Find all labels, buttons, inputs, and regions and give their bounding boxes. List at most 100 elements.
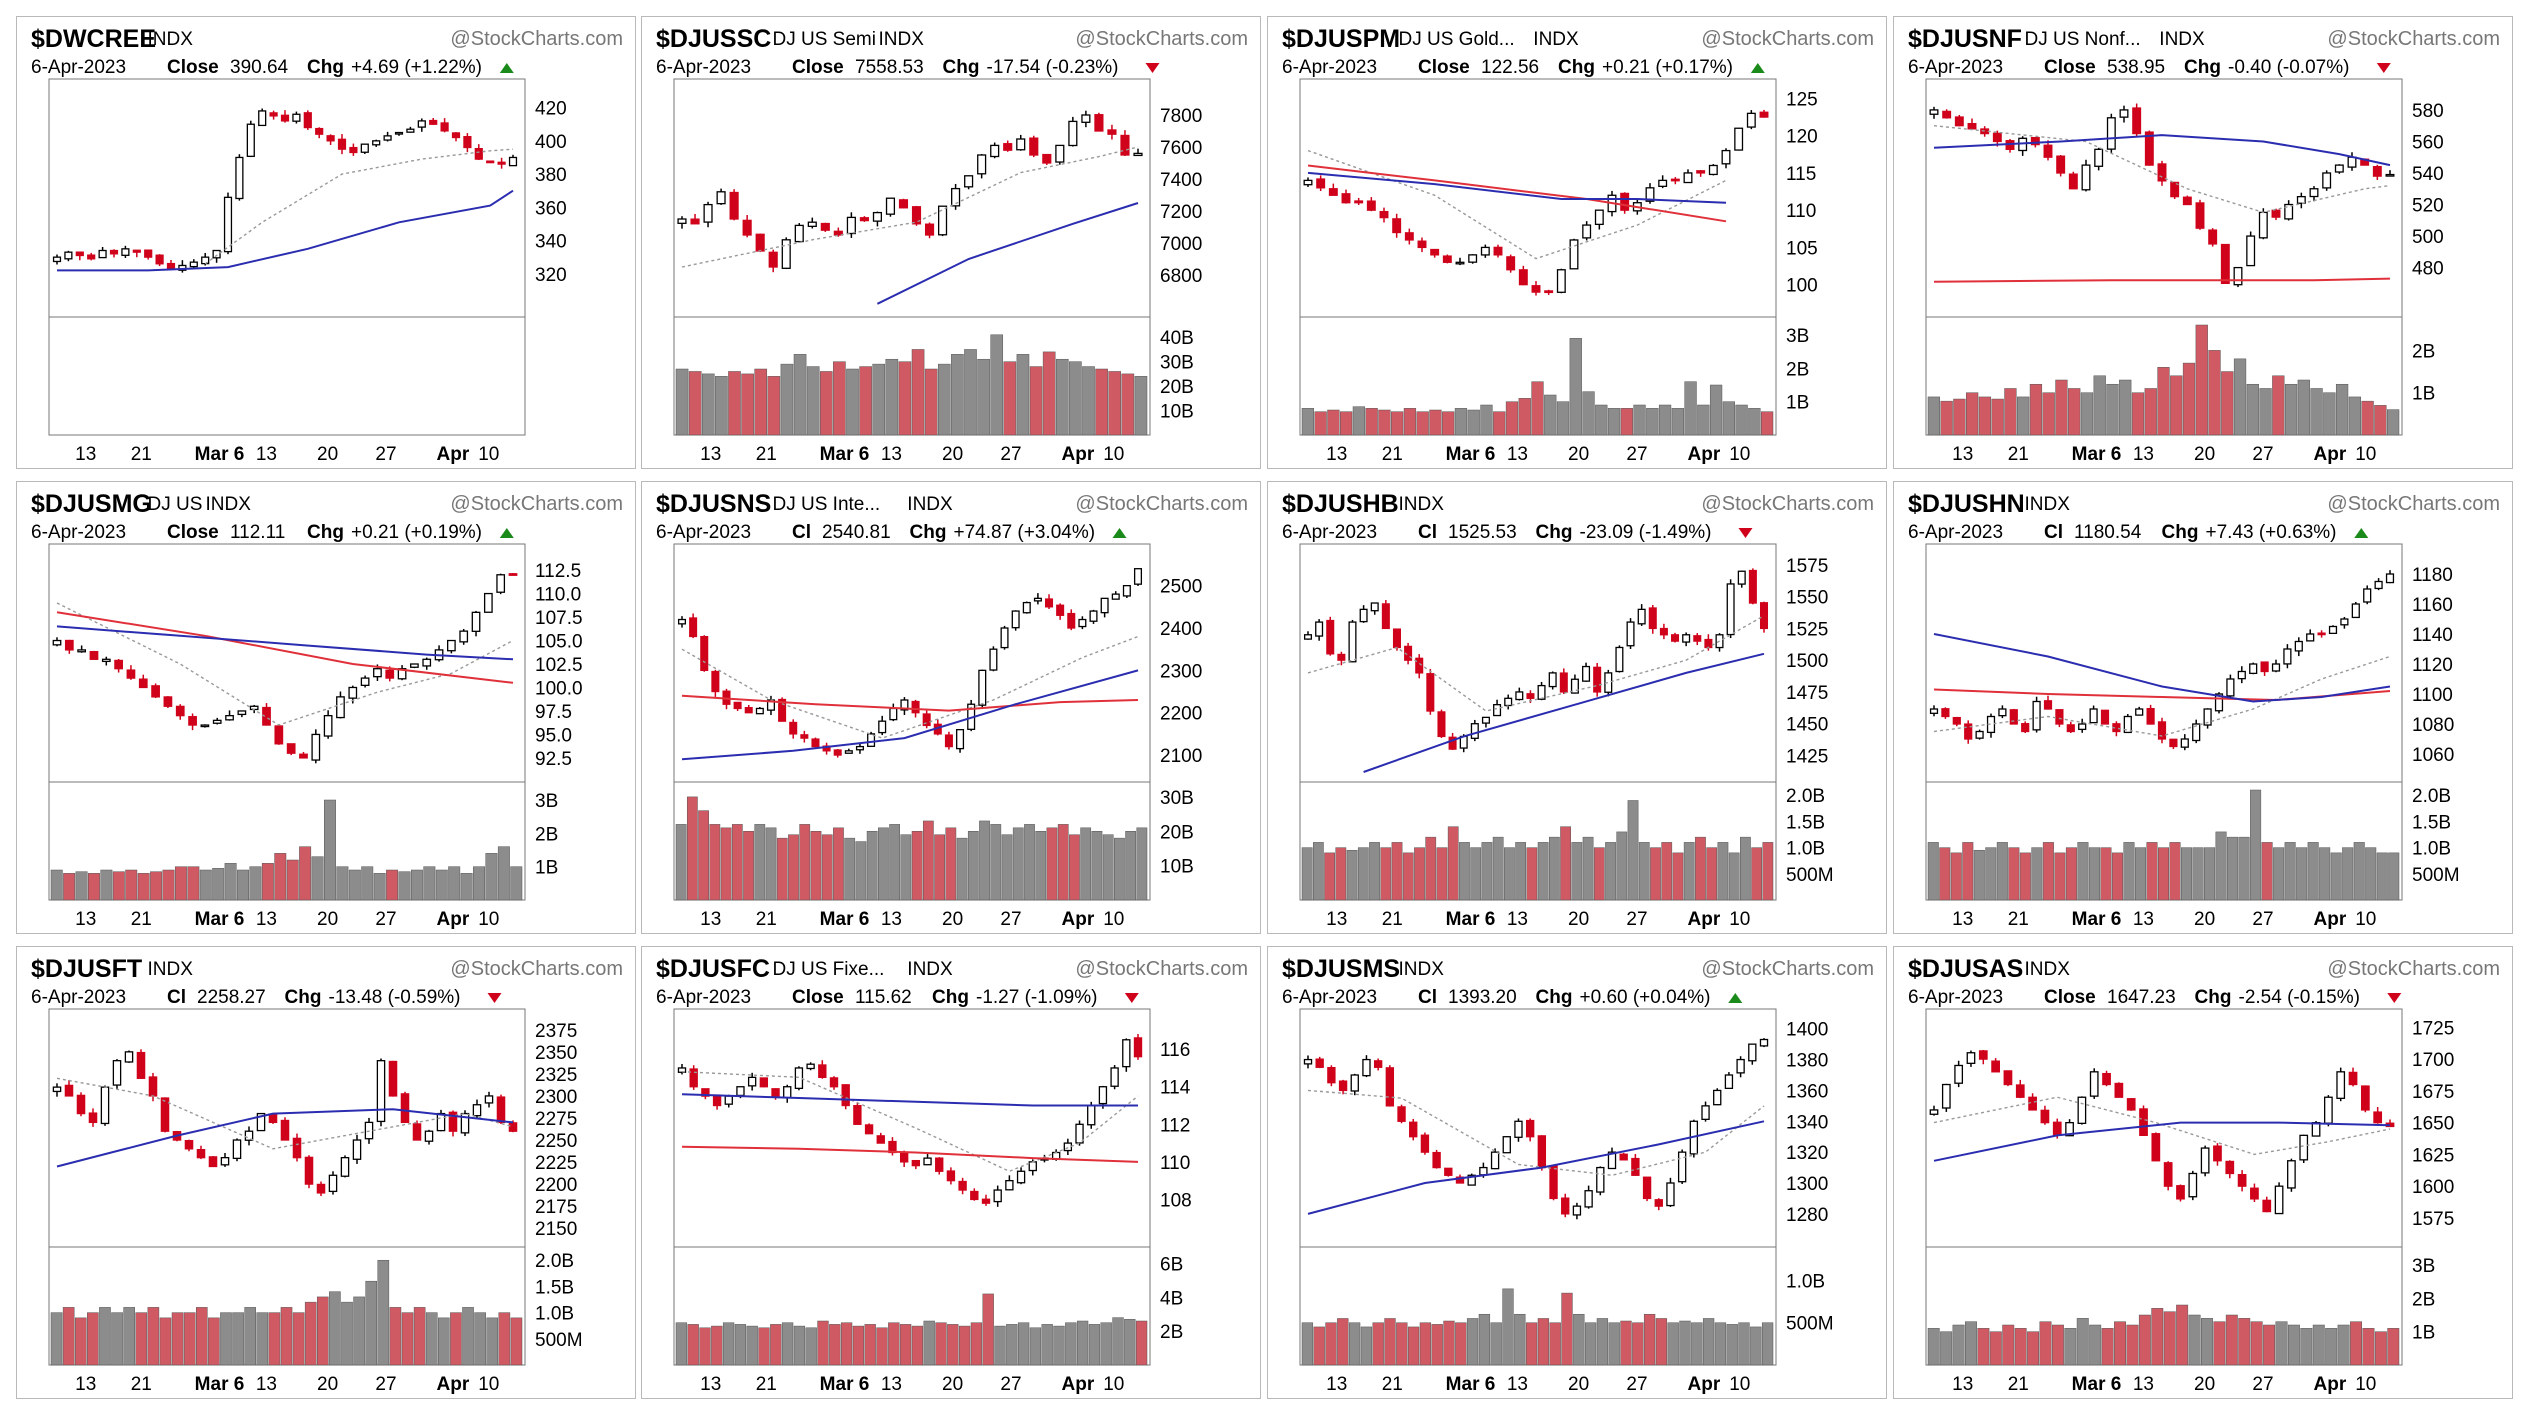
volume-bar bbox=[922, 820, 934, 901]
volume-bar bbox=[329, 1291, 341, 1366]
price-tick-2: 1675 bbox=[2412, 1082, 2454, 1103]
candle-body bbox=[2157, 163, 2167, 182]
up-arrow-icon bbox=[2354, 528, 2369, 538]
volume-bar bbox=[1396, 1322, 1408, 1366]
volume-bar bbox=[899, 1324, 912, 1366]
volume-bar bbox=[171, 1312, 184, 1366]
chart-panel-djushn[interactable]: $DJUSHN INDX @StockCharts.com 6-Apr-2023 Cl 1… bbox=[1893, 481, 2513, 934]
candle-body bbox=[1518, 269, 1528, 286]
price-tick-5: 480 bbox=[2412, 259, 2444, 280]
volume-bar bbox=[1324, 852, 1335, 901]
candle-body bbox=[232, 1139, 242, 1160]
candle-body bbox=[1759, 111, 1769, 118]
candle-body bbox=[2182, 196, 2192, 206]
volume-bar bbox=[1112, 1317, 1124, 1366]
chart-panel-djusfc[interactable]: $DJUSFC DJ US Fixe... INDX @StockCharts.com… bbox=[641, 946, 1261, 1399]
price-tick-3: 2300 bbox=[535, 1087, 577, 1108]
volume-bar bbox=[1655, 1318, 1668, 1366]
chart-panel-dwcree[interactable]: $DWCREE INDX @StockCharts.com 6-Apr-2023 Clo… bbox=[16, 16, 636, 469]
candle-body bbox=[1122, 1039, 1131, 1068]
candle-body bbox=[1648, 607, 1657, 630]
candle-body bbox=[2271, 209, 2281, 218]
volume-bar bbox=[829, 1324, 841, 1366]
volume-bar bbox=[2250, 1321, 2263, 1366]
volume-bar bbox=[2387, 1328, 2400, 1366]
chart-panel-djusnf[interactable]: $DJUSNF DJ US Nonf... INDX @StockCharts.com… bbox=[1893, 16, 2513, 469]
x-tick-0: 13 bbox=[75, 444, 96, 465]
sma200-line bbox=[681, 694, 1139, 712]
volume-bar bbox=[462, 1307, 474, 1366]
volume-bar bbox=[1016, 354, 1030, 436]
chart-panel-djussc[interactable]: $DJUSSC DJ US Semi INDX @StockCharts.com 6-A… bbox=[641, 16, 1261, 469]
x-tick-1: 21 bbox=[2008, 444, 2029, 465]
chart-panel-djuspm[interactable]: $DJUSPM DJ US Gold... INDX @StockCharts.com… bbox=[1267, 16, 1887, 469]
symbol-label: $DJUSNF bbox=[1908, 25, 2022, 53]
price-tick-3: 1500 bbox=[1786, 651, 1828, 672]
chart-panel-djusas[interactable]: $DJUSAS INDX @StockCharts.com 6-Apr-2023 Clo… bbox=[1893, 946, 2513, 1399]
close-label: Close bbox=[2044, 57, 2096, 78]
date-label: 6-Apr-2023 bbox=[1908, 522, 2003, 543]
candle-body bbox=[978, 669, 987, 706]
volume-bar bbox=[1365, 408, 1378, 436]
candle-body bbox=[373, 668, 382, 678]
volume-bar bbox=[2275, 1321, 2288, 1366]
chart-panel-djusns[interactable]: $DJUSNS DJ US Inte... INDX @StockCharts.com… bbox=[641, 481, 1261, 934]
chart-panel-djusms[interactable]: $DJUSMS INDX @StockCharts.com 6-Apr-2023 Cl 1… bbox=[1267, 946, 1887, 1399]
volume-bar bbox=[2157, 847, 2170, 901]
volume-bar bbox=[1735, 404, 1748, 436]
volume-bar bbox=[336, 866, 349, 901]
volume-bar bbox=[728, 371, 741, 436]
candle-body bbox=[1467, 1174, 1476, 1186]
candle-body bbox=[2180, 738, 2189, 748]
chart-panel-djusmg[interactable]: $DJUSMG DJ US INDX @StockCharts.com 6-Apr-20… bbox=[16, 481, 636, 934]
candle-body bbox=[853, 1104, 862, 1125]
volume-bar bbox=[1443, 1320, 1455, 1366]
candle-body bbox=[1055, 144, 1065, 163]
volume-bar bbox=[2027, 1331, 2040, 1366]
change-label: Chg bbox=[285, 987, 322, 1008]
price-tick-2: 115 bbox=[1786, 164, 1816, 185]
x-tick-7: 10 bbox=[1729, 909, 1750, 930]
candle-body bbox=[820, 222, 830, 231]
volume-bar bbox=[1671, 408, 1684, 436]
price-tick-4: 108 bbox=[1160, 1190, 1192, 1211]
volume-tick-0: 3B bbox=[1786, 326, 1809, 347]
price-tick-0: 1400 bbox=[1786, 1020, 1828, 1041]
candle-body bbox=[1693, 635, 1702, 642]
candle-body bbox=[794, 224, 804, 243]
volume-bar bbox=[2029, 383, 2043, 436]
candle-body bbox=[1303, 179, 1313, 186]
candle-body bbox=[52, 256, 62, 263]
candle-body bbox=[208, 1156, 218, 1168]
watermark: @StockCharts.com bbox=[450, 493, 623, 515]
volume-bar bbox=[413, 1307, 426, 1366]
change-label: Chg bbox=[910, 522, 947, 543]
chart-svg: $DJUSNS DJ US Inte... INDX @StockCharts.com… bbox=[656, 490, 1248, 930]
volume-bar bbox=[1706, 847, 1718, 901]
candle-body bbox=[1490, 1151, 1500, 1170]
candle-body bbox=[1075, 1123, 1084, 1144]
candle-body bbox=[2200, 1147, 2210, 1174]
chart-panel-djushb[interactable]: $DJUSHB INDX @StockCharts.com 6-Apr-2023 Cl 1… bbox=[1267, 481, 1887, 934]
volume-bar bbox=[1378, 409, 1391, 436]
candle-body bbox=[937, 205, 948, 236]
candle-body bbox=[124, 1051, 134, 1063]
chart-panel-djusft[interactable]: $DJUSFT INDX @StockCharts.com 6-Apr-2023 Cl 2… bbox=[16, 946, 636, 1399]
volume-bar bbox=[1683, 842, 1695, 901]
change-label: Chg bbox=[307, 57, 344, 78]
candle-body bbox=[1442, 255, 1452, 263]
candle-body bbox=[859, 217, 869, 222]
close-label: Cl bbox=[1418, 522, 1437, 543]
candle-body bbox=[2347, 156, 2357, 168]
volume-bar bbox=[232, 1312, 244, 1366]
volume-bar bbox=[765, 827, 777, 901]
price-tick-9: 2150 bbox=[535, 1219, 577, 1240]
volume-bar bbox=[990, 824, 1002, 901]
x-tick-3: 13 bbox=[881, 1374, 902, 1395]
volume-bar bbox=[1380, 847, 1392, 901]
candle-body bbox=[818, 1064, 827, 1078]
date-label: 6-Apr-2023 bbox=[656, 987, 751, 1008]
candle-body bbox=[463, 136, 472, 149]
volume-bar bbox=[1414, 847, 1425, 901]
